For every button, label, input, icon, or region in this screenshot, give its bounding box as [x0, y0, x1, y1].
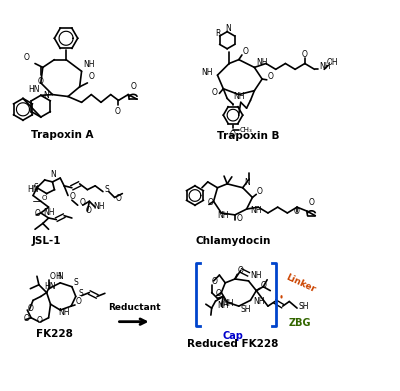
Text: O: O	[76, 297, 82, 306]
Text: S: S	[74, 278, 78, 287]
Text: O: O	[212, 88, 218, 97]
Text: Trapoxin B: Trapoxin B	[217, 131, 280, 142]
Text: O: O	[115, 194, 121, 203]
Text: O: O	[70, 192, 76, 201]
Text: NH: NH	[222, 299, 234, 308]
Text: Cap: Cap	[222, 331, 244, 341]
Text: O: O	[243, 47, 248, 56]
Text: O: O	[80, 198, 86, 207]
Text: O: O	[261, 280, 267, 289]
Text: N: N	[43, 91, 48, 100]
Text: R: R	[216, 29, 221, 38]
Text: O: O	[130, 82, 136, 91]
Text: H: H	[56, 272, 61, 281]
Text: NH: NH	[250, 206, 262, 215]
Text: O: O	[88, 72, 94, 81]
Text: O: O	[23, 52, 29, 61]
Text: O: O	[238, 266, 244, 275]
Text: Reduced FK228: Reduced FK228	[187, 339, 279, 349]
Text: NH: NH	[58, 308, 70, 317]
Text: NH: NH	[201, 68, 213, 77]
Text: O: O	[216, 289, 222, 298]
Text: Reductant: Reductant	[108, 303, 160, 312]
Text: NH: NH	[250, 271, 262, 280]
Text: NH: NH	[93, 203, 105, 212]
Text: N: N	[225, 23, 231, 32]
Text: O: O	[257, 187, 263, 196]
Text: SH: SH	[298, 302, 309, 311]
Text: NH: NH	[254, 297, 265, 306]
Text: OH: OH	[327, 58, 338, 67]
Text: HN: HN	[44, 282, 56, 291]
Text: O: O	[212, 277, 218, 286]
Text: O: O	[35, 209, 41, 218]
Text: HN: HN	[27, 185, 39, 194]
Text: O: O	[50, 272, 56, 281]
Text: O: O	[42, 195, 47, 201]
Text: S: S	[79, 289, 84, 298]
Text: O: O	[208, 198, 214, 207]
Text: NH: NH	[256, 58, 268, 67]
Text: O: O	[86, 206, 91, 215]
Text: S: S	[34, 183, 38, 192]
Text: O: O	[37, 316, 43, 325]
Text: O: O	[237, 214, 243, 223]
Text: CH₃: CH₃	[240, 127, 252, 133]
Text: O: O	[115, 108, 121, 117]
Text: O: O	[294, 207, 300, 216]
Text: SH: SH	[241, 305, 251, 314]
Text: HN: HN	[28, 85, 39, 94]
Text: NH: NH	[218, 211, 229, 220]
Text: O: O	[27, 304, 33, 313]
Text: Chlamydocin: Chlamydocin	[195, 236, 271, 246]
Text: O: O	[230, 129, 236, 138]
Text: NH: NH	[218, 301, 229, 310]
Text: O: O	[38, 77, 44, 86]
Text: Linker: Linker	[284, 273, 317, 294]
Text: FK228: FK228	[36, 329, 73, 339]
Text: O: O	[23, 314, 29, 323]
Text: N: N	[50, 170, 56, 179]
Text: O: O	[302, 50, 308, 59]
Text: O: O	[268, 72, 274, 81]
Text: NH: NH	[233, 92, 244, 101]
Text: Trapoxin A: Trapoxin A	[31, 129, 94, 140]
Text: NH: NH	[83, 60, 95, 69]
Text: N: N	[244, 178, 250, 187]
Text: O: O	[308, 198, 314, 207]
Text: JSL-1: JSL-1	[32, 236, 62, 246]
Text: S: S	[105, 185, 110, 194]
Text: NH: NH	[319, 62, 331, 71]
Text: NH: NH	[43, 208, 54, 217]
Text: N: N	[57, 272, 63, 281]
Text: ZBG: ZBG	[288, 318, 311, 328]
